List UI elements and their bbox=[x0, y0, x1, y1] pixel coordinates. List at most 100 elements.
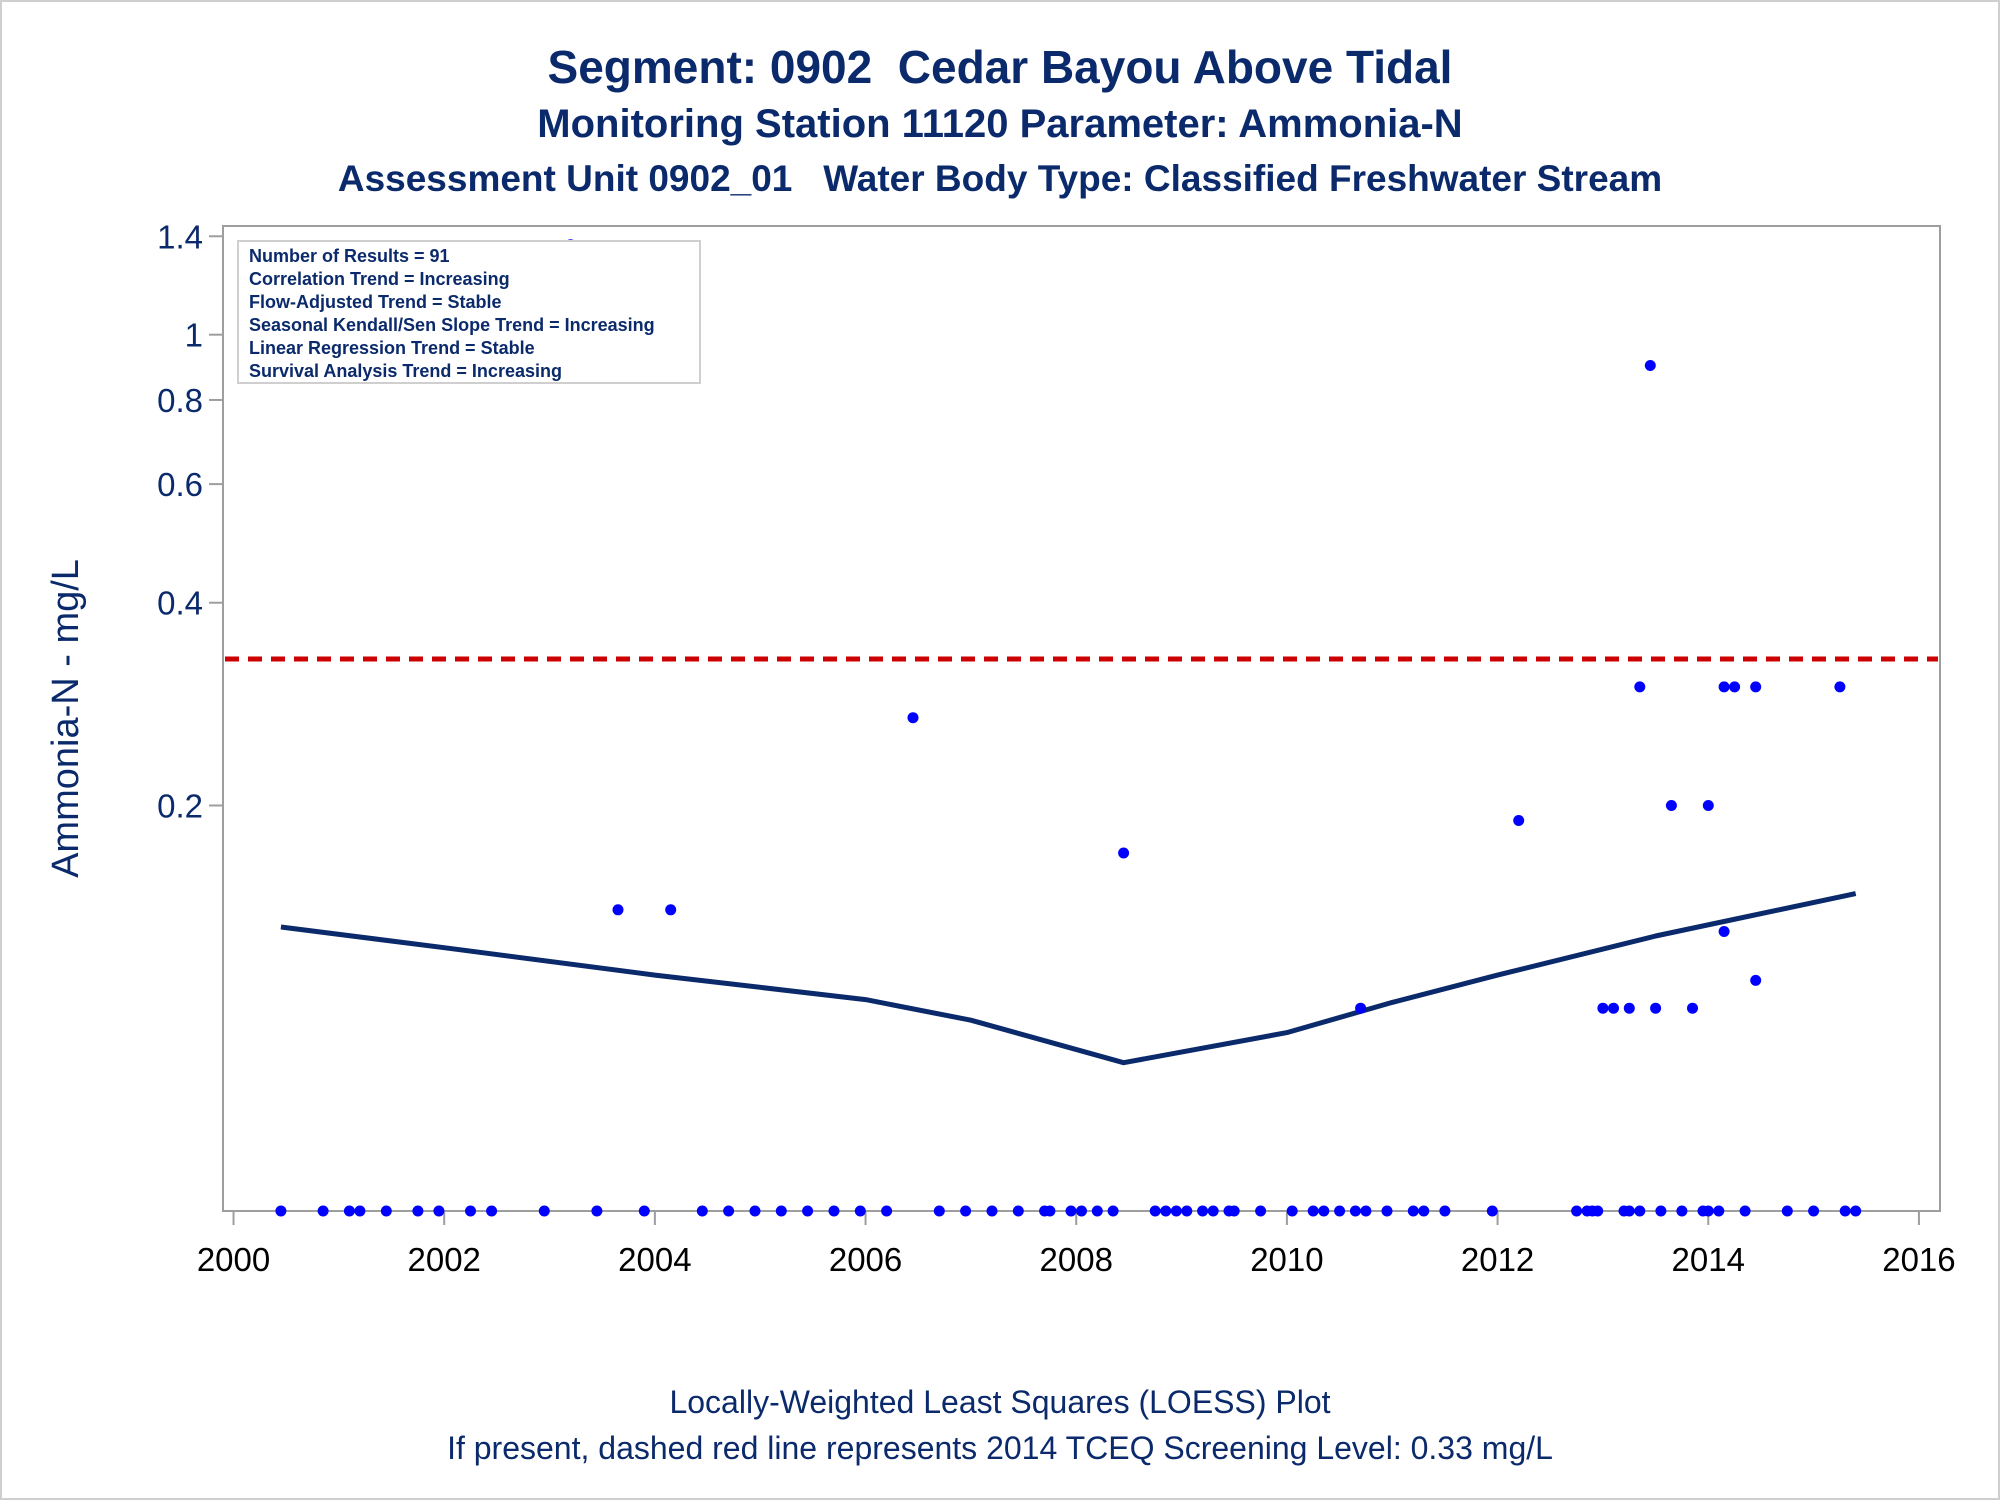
data-point bbox=[1676, 1205, 1688, 1217]
data-point bbox=[1407, 1205, 1419, 1217]
data-point bbox=[1197, 1205, 1209, 1217]
data-point bbox=[1439, 1205, 1451, 1217]
data-point bbox=[986, 1205, 998, 1217]
data-point bbox=[775, 1205, 787, 1217]
chart-title: Segment: 0902 Cedar Bayou Above Tidal bbox=[547, 41, 1453, 93]
data-point bbox=[1012, 1205, 1024, 1217]
data-point bbox=[696, 1205, 708, 1217]
data-point bbox=[1650, 1002, 1662, 1014]
x-tick-label: 2004 bbox=[618, 1241, 691, 1278]
summary-line: Number of Results = 91 bbox=[249, 246, 450, 266]
summary-line: Linear Regression Trend = Stable bbox=[249, 338, 535, 358]
x-axis: 2000 2002 2004 2006 2008 2010 2012 2014 2016 bbox=[197, 1211, 1956, 1278]
chart-subtitle-2: Assessment Unit 0902_01 Water Body Type:… bbox=[337, 158, 1663, 199]
data-point bbox=[354, 1205, 366, 1217]
data-point bbox=[1571, 1205, 1583, 1217]
data-point bbox=[465, 1205, 476, 1217]
data-point bbox=[1634, 1205, 1646, 1217]
data-point bbox=[1850, 1205, 1862, 1217]
y-axis-label: Ammonia-N - mg/L bbox=[45, 559, 87, 878]
data-point bbox=[1687, 1002, 1698, 1014]
chart-subtitle: Monitoring Station 11120 Parameter: Ammo… bbox=[537, 102, 1463, 146]
data-point bbox=[828, 1205, 840, 1217]
data-point bbox=[1592, 1205, 1604, 1217]
data-point bbox=[881, 1205, 893, 1217]
data-point bbox=[1702, 1205, 1714, 1217]
data-point bbox=[854, 1205, 866, 1217]
data-point bbox=[802, 1205, 814, 1217]
y-tick-label: 1.4 bbox=[157, 218, 203, 255]
data-point bbox=[591, 1205, 603, 1217]
data-point bbox=[412, 1205, 424, 1217]
x-tick-label: 2002 bbox=[407, 1241, 480, 1278]
data-point bbox=[1623, 1205, 1635, 1217]
footer-note: Locally-Weighted Least Squares (LOESS) P… bbox=[669, 1384, 1331, 1420]
data-point bbox=[1160, 1205, 1172, 1217]
data-point bbox=[1513, 815, 1525, 826]
data-point bbox=[486, 1205, 498, 1217]
data-point bbox=[907, 712, 919, 724]
x-tick-label: 2010 bbox=[1250, 1241, 1323, 1278]
data-point bbox=[933, 1205, 945, 1217]
data-point bbox=[1702, 800, 1714, 811]
data-point bbox=[1091, 1205, 1103, 1217]
data-point bbox=[1718, 926, 1730, 937]
x-tick-label: 2000 bbox=[197, 1241, 270, 1278]
data-point bbox=[433, 1205, 445, 1217]
data-point bbox=[723, 1205, 735, 1217]
data-point bbox=[317, 1205, 329, 1217]
y-tick-label: 1 bbox=[185, 317, 203, 354]
data-point bbox=[1307, 1205, 1319, 1217]
data-point bbox=[1644, 360, 1656, 371]
y-axis: 0.2 0.4 0.6 0.8 1 1.4 bbox=[157, 218, 223, 824]
data-point bbox=[1418, 1205, 1430, 1217]
data-point bbox=[343, 1205, 355, 1217]
data-point bbox=[1381, 1205, 1393, 1217]
summary-line: Survival Analysis Trend = Increasing bbox=[249, 361, 562, 381]
data-point bbox=[1360, 1205, 1372, 1217]
data-point bbox=[1255, 1205, 1267, 1217]
data-point bbox=[612, 904, 624, 916]
data-point bbox=[275, 1205, 287, 1217]
data-point bbox=[1718, 681, 1730, 693]
data-point bbox=[638, 1205, 650, 1217]
data-point bbox=[1149, 1205, 1161, 1217]
data-point bbox=[1044, 1205, 1056, 1217]
data-point bbox=[1713, 1205, 1725, 1217]
x-tick-label: 2008 bbox=[1040, 1241, 1113, 1278]
footer-note-screening: If present, dashed red line represents 2… bbox=[447, 1430, 1553, 1466]
data-point bbox=[1107, 1205, 1119, 1217]
data-point bbox=[1808, 1205, 1820, 1217]
data-point bbox=[749, 1205, 761, 1217]
data-point bbox=[1318, 1205, 1330, 1217]
data-point bbox=[1750, 681, 1762, 693]
data-point bbox=[1349, 1205, 1361, 1217]
data-point bbox=[1118, 847, 1130, 859]
data-point bbox=[1750, 974, 1762, 986]
data-point bbox=[1355, 1002, 1367, 1014]
y-tick-label: 0.6 bbox=[157, 466, 203, 503]
data-point bbox=[1729, 681, 1741, 693]
data-point bbox=[380, 1205, 392, 1217]
data-point bbox=[1228, 1205, 1240, 1217]
x-tick-label: 2016 bbox=[1882, 1241, 1955, 1278]
data-point bbox=[1665, 800, 1677, 811]
data-point bbox=[1181, 1205, 1193, 1217]
data-point bbox=[1739, 1205, 1751, 1217]
data-point bbox=[1608, 1002, 1619, 1014]
y-tick-label: 0.4 bbox=[157, 585, 203, 622]
summary-line: Correlation Trend = Increasing bbox=[249, 269, 510, 289]
data-point bbox=[1781, 1205, 1793, 1217]
summary-line: Seasonal Kendall/Sen Slope Trend = Incre… bbox=[249, 315, 655, 335]
data-point bbox=[1334, 1205, 1346, 1217]
loess-line bbox=[280, 891, 1857, 1066]
data-point bbox=[1486, 1205, 1498, 1217]
data-point bbox=[960, 1205, 972, 1217]
summary-line: Flow-Adjusted Trend = Stable bbox=[249, 292, 502, 312]
trend-summary-box: Number of Results = 91 Correlation Trend… bbox=[237, 240, 701, 384]
data-point bbox=[1634, 681, 1646, 693]
data-point bbox=[1076, 1205, 1087, 1217]
y-tick-label: 0.8 bbox=[157, 382, 203, 419]
